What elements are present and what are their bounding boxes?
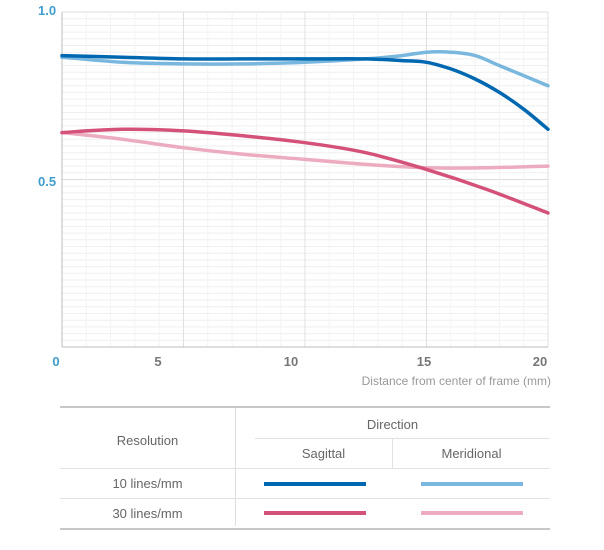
legend-row-30-label: 30 lines/mm [112, 506, 183, 521]
legend-meridional-header: Meridional [441, 446, 502, 461]
series-line-m10 [60, 50, 550, 88]
legend-direction-column-divider [392, 438, 393, 468]
x-tick-label-20: 20 [533, 354, 547, 369]
x-tick-label-15: 15 [417, 354, 431, 369]
mtf-chart: 1.0 0.5 0 5 10 15 20 Distance from cente… [38, 3, 551, 388]
chart-grid [62, 11, 549, 347]
legend-swatch-sagittal-10 [264, 482, 366, 486]
legend-direction-divider [255, 438, 550, 439]
legend-table: Resolution Direction Sagittal Meridional… [60, 406, 550, 530]
chart-axes [61, 12, 548, 348]
y-tick-label-0-5: 0.5 [38, 174, 56, 189]
y-tick-label-1-0: 1.0 [38, 3, 56, 18]
legend-swatch-sagittal-30 [264, 511, 366, 515]
legend-sagittal-header: Sagittal [301, 446, 346, 461]
x-tick-label-5: 5 [154, 354, 161, 369]
legend-row-divider [60, 498, 550, 499]
legend-row-10-label: 10 lines/mm [112, 476, 183, 491]
legend-column-divider [235, 408, 236, 526]
series-line-s30 [60, 127, 550, 215]
x-tick-label-10: 10 [284, 354, 298, 369]
chart-series [60, 50, 550, 215]
legend-swatch-meridional-10 [421, 482, 523, 486]
legend-swatch-meridional-30 [421, 511, 523, 515]
series-line-m30 [60, 130, 550, 170]
legend-header-divider [60, 468, 550, 469]
series-line-s10 [60, 53, 550, 132]
x-tick-label-0: 0 [52, 354, 59, 369]
legend-resolution-header: Resolution [116, 433, 179, 448]
legend-direction-header: Direction [366, 417, 419, 432]
x-axis-label: Distance from center of frame (mm) [362, 374, 551, 388]
